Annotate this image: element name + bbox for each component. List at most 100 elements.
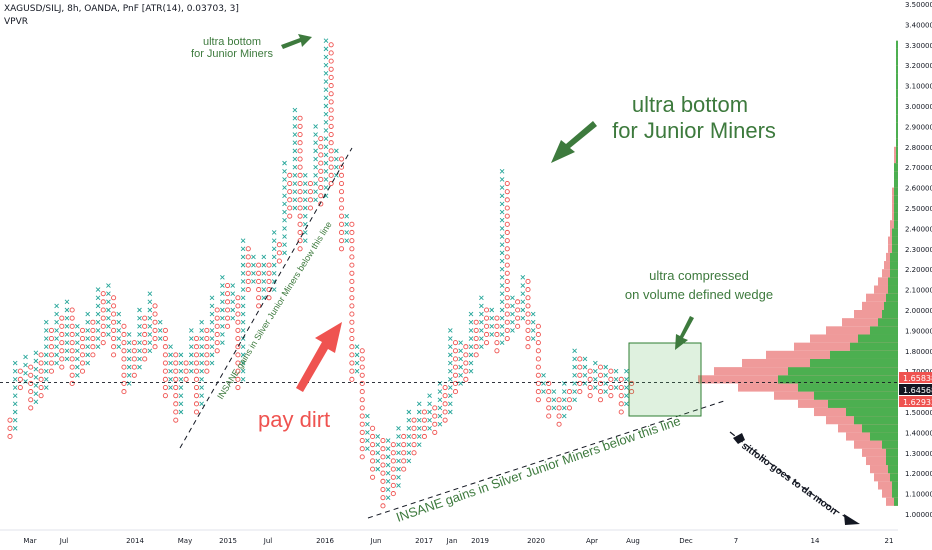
pnf-o-column [111,295,117,358]
pnf-x-column [251,254,256,284]
pnf-x-box [240,303,246,309]
pnf-o-box [504,238,510,244]
pnf-x-box [323,152,329,158]
pnf-x-box [561,389,567,394]
pnf-o-box [7,417,13,423]
pnf-x-box [137,315,142,321]
pnf-o-box [245,287,251,293]
pnf-o-box [90,327,96,333]
x-tick-label: 2015 [219,537,237,545]
pnf-x-column [334,148,339,178]
pnf-x-box [385,438,391,443]
pnf-x-box [396,483,401,488]
pnf-x-box [282,217,287,223]
pnf-o-box [349,327,355,333]
pnf-o-box [121,340,127,346]
vp-bar-up [896,114,898,123]
pnf-o-box [266,270,272,276]
y-tick-label: 3.10000 [905,83,932,91]
pnf-x-box [447,360,453,366]
pnf-x-box [499,250,505,256]
pnf-o-box [484,331,490,338]
pnf-x-box [240,352,246,358]
pnf-o-box [79,360,86,366]
pnf-x-box [282,160,287,166]
pnf-x-box [479,311,484,317]
pnf-x-column [12,360,18,431]
pnf-o-box [328,99,334,105]
pnf-x-box [147,307,153,313]
pnf-o-box [546,380,552,386]
pnf-o-box [577,372,583,378]
y-tick-label: 1.10000 [905,491,932,499]
pnf-o-box [359,372,365,378]
pnf-o-box [318,136,324,142]
pnf-o-box [411,450,417,456]
pnf-o-box [297,140,303,146]
pnf-x-box [209,360,215,366]
pnf-o-box [193,360,200,366]
vp-bar-up [894,195,898,204]
pnf-x-box [396,458,401,464]
pnf-x-box [489,332,495,337]
y-tick-label: 2.40000 [905,225,932,233]
pnf-o-column [390,442,396,497]
pnf-o-box [556,421,562,427]
trendlines [0,147,898,519]
pnf-o-box [401,442,407,448]
pnf-x-box [499,299,505,305]
pnf-x-box [593,360,598,366]
pnf-x-box [178,360,184,366]
pnf-o-box [349,262,355,268]
pnf-o-box [452,348,459,354]
pnf-x-box [54,344,59,350]
pnf-x-column [479,295,484,350]
pnf-o-box [69,364,75,370]
pnf-x-box [323,111,329,117]
pnf-o-box [245,262,251,268]
pnf-x-box [572,397,577,403]
pnf-x-column [178,352,184,415]
indicator-label[interactable]: VPVR [4,17,28,27]
pnf-x-box [116,328,122,333]
pnf-x-column [126,332,132,386]
pnf-o-box [535,397,541,403]
pnf-x-box [541,389,546,394]
x-tick-label: Jul [263,537,273,545]
pnf-x-box [178,377,184,382]
pnf-o-box [28,372,34,378]
vp-bar-up [798,383,898,392]
pnf-o-box [535,389,541,395]
pnf-o-box [349,254,355,260]
pnf-o-box [69,315,75,321]
pnf-o-box [152,311,158,317]
vp-bar-up [894,163,898,172]
pnf-x-box [520,291,526,296]
pnf-o-box [370,450,376,456]
pnf-o-box [525,344,531,350]
pnf-o-box [421,425,427,431]
pnf-o-box [463,360,469,366]
ultra-compressed-box[interactable] [628,342,702,417]
arrow-ultra-bottom-small [281,34,312,49]
pnf-o-box [297,180,303,187]
pnf-o-box [442,409,448,415]
pnf-o-box [214,307,220,313]
pnf-x-column [551,389,557,411]
pnf-x-box [126,372,132,378]
pnf-x-box [64,315,70,321]
pnf-o-box [359,438,365,444]
pnf-o-box [121,372,127,378]
pnf-o-box [245,246,251,252]
pnf-x-column [572,348,577,403]
pnf-x-box [33,391,39,396]
pnf-x-column [447,328,453,415]
pnf-o-box [256,278,262,284]
pnf-o-box [359,454,365,460]
x-axis[interactable]: Mar Jul 2014 May 2015 Jul 2016 Jun 2017 Jan 2019 20… [0,529,898,545]
vp-bar-up [892,244,898,253]
pnf-x-box [261,279,267,284]
pnf-x-box [365,421,370,427]
pnf-o-box [349,221,355,227]
